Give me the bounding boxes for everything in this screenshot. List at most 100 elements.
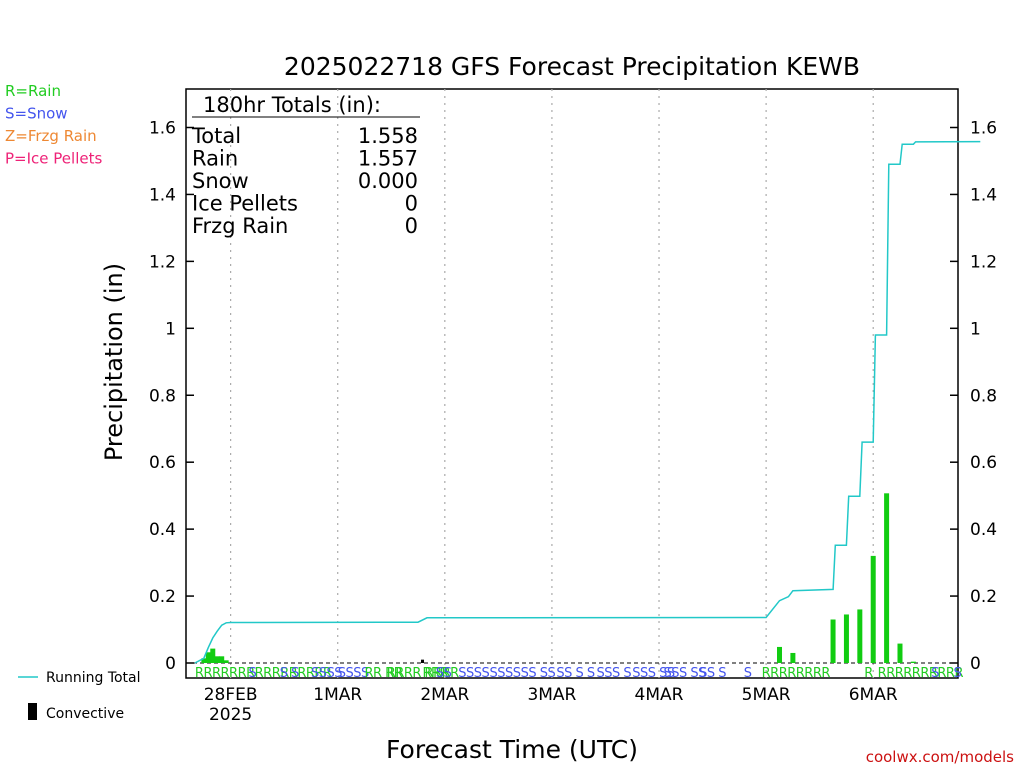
y-tick-label-right-7: 1.4 <box>970 185 997 205</box>
chart-title: 2025022718 GFS Forecast Precipitation KE… <box>284 52 860 81</box>
source-credit: coolwx.com/models <box>866 748 1014 766</box>
x-tick-label-1: 1MAR <box>313 685 362 705</box>
totals-rows: Total 1.558 Rain 1.557 Snow 0.000 Ice Pellets 0… <box>191 124 418 238</box>
ptype-segment-19: R <box>864 666 873 681</box>
legend-item-3: P=Ice Pellets <box>5 150 102 168</box>
ptype-segment-5: RR RR <box>364 666 402 681</box>
ptype-segment-11: SS SS <box>521 666 556 681</box>
totals-heading: 180hr Totals (in): <box>203 93 381 117</box>
x-axis-label: Forecast Time (UTC) <box>386 735 638 764</box>
totals-label-0: Total <box>191 124 241 148</box>
precip-bar-4 <box>219 656 225 663</box>
precip-bar-7 <box>790 652 796 663</box>
y-tick-label-left-1: 0.2 <box>149 587 176 607</box>
y-tick-label-left-3: 0.6 <box>149 453 176 473</box>
totals-value-1: 1.557 <box>358 147 418 171</box>
ptype-segment-18: RRRRRRRR <box>762 666 831 681</box>
ptype-segment-1: S <box>248 666 256 681</box>
totals-label-1: Rain <box>192 147 238 171</box>
y-tick-label-left-2: 0.4 <box>149 520 176 540</box>
totals-value-2: 0.000 <box>358 169 418 193</box>
y-tick-label-right-5: 1 <box>970 319 981 339</box>
ptype-segment-14: SSS SS <box>632 666 675 681</box>
precip-bar-11 <box>870 555 876 663</box>
ptype-segment-13: SSS S <box>597 666 632 681</box>
precip-bar-5 <box>223 660 229 663</box>
precip-bar-9 <box>843 614 849 663</box>
precip-bar-2 <box>210 648 216 663</box>
y-axis-right: 0 0.2 0.4 0.6 0.8 1 1.2 1.4 1.6 <box>950 119 997 674</box>
ptype-legend: R=Rain S=Snow Z=Frzg Rain P=Ice Pellets <box>5 82 102 168</box>
running-total-line <box>194 140 981 664</box>
x-tick-sublabel-0: 2025 <box>209 705 252 725</box>
legend-item-2: Z=Frzg Rain <box>5 127 97 145</box>
y-tick-label-left-6: 1.2 <box>149 252 176 272</box>
ptype-segment-15: SSS SS <box>663 666 706 681</box>
precip-bars <box>201 493 916 663</box>
precip-bar-0 <box>201 658 207 663</box>
legend-label-1: Convective <box>46 706 124 722</box>
y-tick-label-right-1: 0.2 <box>970 587 997 607</box>
y-tick-label-left-0: 0 <box>165 654 176 674</box>
totals-label-3: Ice Pellets <box>192 192 298 216</box>
vertical-grid <box>230 89 874 678</box>
x-tick-label-5: 5MAR <box>742 685 791 705</box>
y-axis-left: 0 0.2 0.4 0.6 0.8 1 1.2 1.4 1.6 <box>149 119 194 674</box>
ptype-segment-4: SSSS <box>338 666 369 681</box>
convective-bars <box>421 659 425 663</box>
x-tick-label-2: 2MAR <box>420 685 469 705</box>
y-tick-label-right-4: 0.8 <box>970 386 997 406</box>
y-tick-label-right-3: 0.6 <box>970 453 997 473</box>
y-tick-label-left-4: 0.8 <box>149 386 176 406</box>
ptype-segment-16: SS S <box>699 666 726 681</box>
legend-item-0: R=Rain <box>5 82 61 100</box>
ptype-segment-6: RRRR RRRR <box>387 666 459 681</box>
legend-swatch-convective <box>28 703 37 720</box>
ptype-segment-8: SS <box>436 666 452 681</box>
precip-bar-10 <box>857 609 863 663</box>
series-legend: Running Total Convective <box>18 670 141 722</box>
x-tick-label-3: 3MAR <box>527 685 576 705</box>
totals-value-0: 1.558 <box>358 124 418 148</box>
x-tick-label-4: 4MAR <box>635 685 684 705</box>
totals-value-4: 0 <box>405 214 418 238</box>
ptype-segment-7: RRR <box>423 666 449 681</box>
precip-bar-8 <box>830 619 836 663</box>
plot-frame <box>185 88 959 679</box>
totals-box: 180hr Totals (in): Total 1.558 Rain 1.557 Sn… <box>191 93 420 238</box>
precip-bar-13 <box>897 643 903 663</box>
ptype-segment-3: SSSS <box>311 666 342 681</box>
precip-bar-14 <box>910 661 916 663</box>
x-tick-label-6: 6MAR <box>849 685 898 705</box>
ptype-segment-20: RRRRRRRRRR <box>878 666 964 681</box>
convective-bar-0 <box>421 659 425 663</box>
legend-label-0: Running Total <box>46 670 141 686</box>
precip-bar-6 <box>777 646 783 663</box>
ptype-segment-12: SS S S <box>556 666 595 681</box>
y-tick-label-left-5: 1 <box>165 319 176 339</box>
y-tick-label-left-7: 1.4 <box>149 185 176 205</box>
ptype-segment-22: S <box>954 666 962 681</box>
ptype-segment-17: S <box>744 666 752 681</box>
y-axis-label: Precipitation (in) <box>100 263 128 461</box>
y-tick-label-right-8: 1.6 <box>970 119 997 139</box>
precip-bar-12 <box>884 493 890 663</box>
precip-bar-3 <box>214 656 220 663</box>
ptype-segment-21: S <box>931 666 939 681</box>
x-tick-label-0: 28FEB <box>204 685 258 705</box>
precip-bar-1 <box>205 652 211 663</box>
totals-value-3: 0 <box>405 192 418 216</box>
totals-label-4: Frzg Rain <box>192 214 288 238</box>
ptype-segment-0: RRRRRRRRRRRRRRRR <box>195 666 332 681</box>
legend-item-1: S=Snow <box>5 105 68 123</box>
y-tick-label-right-6: 1.2 <box>970 252 997 272</box>
totals-label-2: Snow <box>192 169 249 193</box>
ptype-segment-10: SSSS <box>489 666 520 681</box>
ptype-segment-2: S S <box>280 666 299 681</box>
ptype-segment-9: SSSS <box>458 666 489 681</box>
y-tick-label-right-2: 0.4 <box>970 520 997 540</box>
y-tick-label-left-8: 1.6 <box>149 119 176 139</box>
